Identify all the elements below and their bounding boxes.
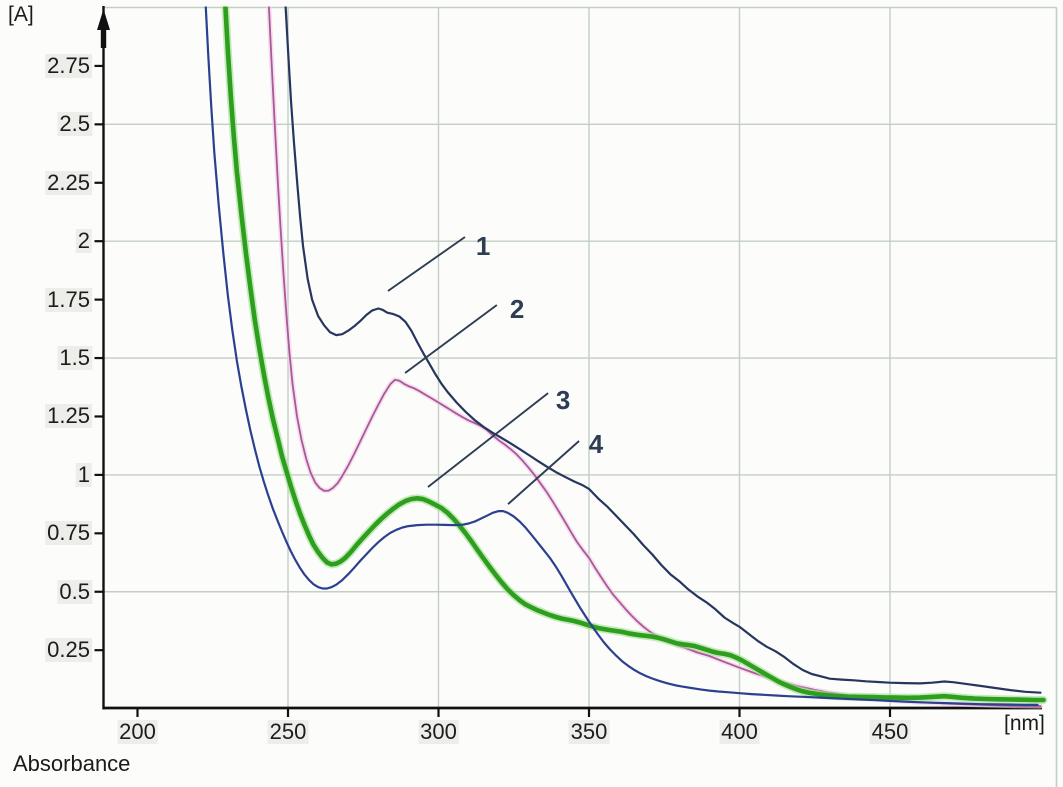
y-tick-label-2.75: 2.75 xyxy=(45,52,92,78)
y-axis-unit-label: [A] xyxy=(8,3,34,26)
x-tick-label-350: 350 xyxy=(568,719,610,744)
annotation-leader-line-1 xyxy=(387,236,466,292)
x-tick-label-300: 300 xyxy=(418,719,459,744)
spectrum-curve-4 xyxy=(204,6,1039,706)
annotation-label-1: 1 xyxy=(475,231,491,262)
spectrum-curve-1 xyxy=(284,6,1042,694)
annotation-leader-line-4 xyxy=(507,440,580,505)
y-tick-label-1.75: 1.75 xyxy=(45,286,92,312)
x-tick-label-400: 400 xyxy=(719,719,760,744)
annotation-label-2: 2 xyxy=(509,293,525,324)
x-tick-label-200: 200 xyxy=(117,719,158,744)
y-tick-label-0.25: 0.25 xyxy=(45,637,92,663)
annotation-leader-line-3 xyxy=(427,392,549,488)
y-tick-label-1.25: 1.25 xyxy=(45,403,92,429)
annotation-leader-line-2 xyxy=(404,304,498,374)
x-tick-label-250: 250 xyxy=(267,719,309,744)
y-tick-label-0.5: 0.5 xyxy=(57,578,92,604)
y-tick-label-2.5: 2.5 xyxy=(57,111,92,137)
y-tick-label-2.25: 2.25 xyxy=(45,169,92,195)
spectrum-curve-3-halo xyxy=(221,6,1048,704)
y-tick-label-2: 2 xyxy=(75,228,92,254)
y-tick-label-0.75: 0.75 xyxy=(45,520,92,546)
y-tick-label-1: 1 xyxy=(75,461,92,487)
spectrum-curve-2 xyxy=(268,6,1042,707)
x-tick-label-450: 450 xyxy=(869,719,911,744)
spectrum-curve-2-halo xyxy=(266,6,1043,709)
x-axis-unit-label: [nm] xyxy=(1004,712,1045,735)
annotation-label-4: 4 xyxy=(588,429,604,460)
annotation-label-3: 3 xyxy=(555,384,571,415)
axis-caption-absorbance: Absorbance xyxy=(13,751,131,776)
y-tick-label-1.5: 1.5 xyxy=(57,345,92,371)
spectrum-curve-3 xyxy=(223,6,1046,703)
y-axis-arrow-icon xyxy=(97,9,110,48)
